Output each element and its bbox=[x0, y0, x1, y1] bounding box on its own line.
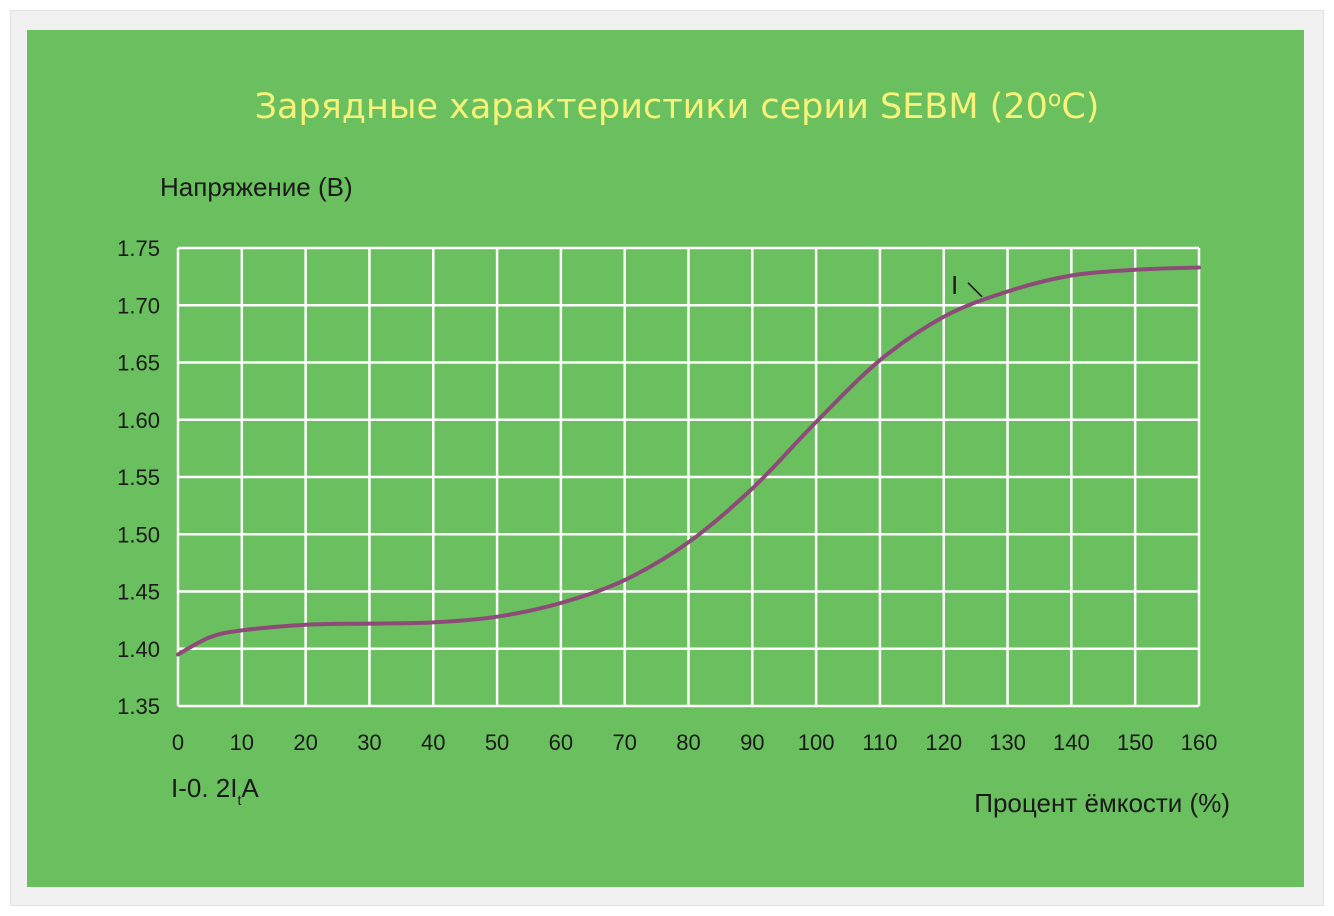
y-tick-label: 1.70 bbox=[117, 293, 160, 318]
series-label-leader bbox=[967, 282, 983, 298]
y-tick-label: 1.50 bbox=[117, 522, 160, 547]
condition-label-tail: A bbox=[241, 773, 259, 803]
y-tick-label: 1.65 bbox=[117, 351, 160, 376]
x-tick-label: 60 bbox=[549, 730, 573, 755]
chart-title: Зарядные характеристики серии SEBM (20oC… bbox=[255, 87, 1100, 127]
series-layer: I bbox=[176, 265, 1201, 657]
chart-title-main: Зарядные характеристики серии SEBM (20 bbox=[255, 87, 1048, 127]
y-tick-label: 1.55 bbox=[117, 465, 160, 490]
y-axis-label: Напряжение (В) bbox=[160, 172, 353, 202]
x-tick-label: 130 bbox=[989, 730, 1026, 755]
x-tick-label: 110 bbox=[862, 730, 897, 755]
y-tick-label: 1.75 bbox=[117, 236, 160, 261]
y-tick-label: 1.60 bbox=[117, 408, 160, 433]
x-tick-label: 70 bbox=[612, 730, 636, 755]
x-tick-label: 120 bbox=[925, 730, 962, 755]
x-tick-label: 140 bbox=[1053, 730, 1090, 755]
x-tick-label: 50 bbox=[485, 730, 509, 755]
y-tick-label: 1.40 bbox=[117, 637, 160, 662]
grid bbox=[176, 246, 1201, 708]
x-tick-label: 80 bbox=[676, 730, 700, 755]
y-tick-label: 1.35 bbox=[117, 694, 160, 719]
condition-label-main: I-0. 2I bbox=[171, 773, 237, 803]
x-tick-label: 10 bbox=[230, 730, 254, 755]
x-tick-label: 100 bbox=[798, 730, 835, 755]
x-axis-label: Процент ёмкости (%) bbox=[974, 788, 1230, 818]
x-tick-label: 0 bbox=[172, 730, 184, 755]
x-tick-labels: 0 10 20 30 40 50 60 70 80 90 100 110 120 130 140 150 160 bbox=[172, 730, 1217, 755]
x-tick-label: 40 bbox=[421, 730, 445, 755]
x-tick-label: 150 bbox=[1117, 730, 1154, 755]
chart-title-sup: o bbox=[1048, 87, 1061, 112]
x-tick-label: 90 bbox=[740, 730, 764, 755]
condition-label-sub: t bbox=[237, 792, 241, 808]
condition-label: I-0. 2ItA bbox=[171, 773, 259, 808]
y-tick-label: 1.45 bbox=[117, 580, 160, 605]
chart-panel bbox=[27, 30, 1304, 887]
chart-title-tail: C) bbox=[1061, 87, 1099, 127]
y-tick-labels: 1.35 1.40 1.45 1.50 1.55 1.60 1.65 1.70 1.75 bbox=[117, 236, 160, 719]
series-label: I bbox=[951, 270, 958, 300]
x-tick-label: 30 bbox=[357, 730, 381, 755]
series-line-0 bbox=[176, 265, 1201, 657]
x-tick-label: 20 bbox=[293, 730, 317, 755]
x-tick-label: 160 bbox=[1181, 730, 1218, 755]
